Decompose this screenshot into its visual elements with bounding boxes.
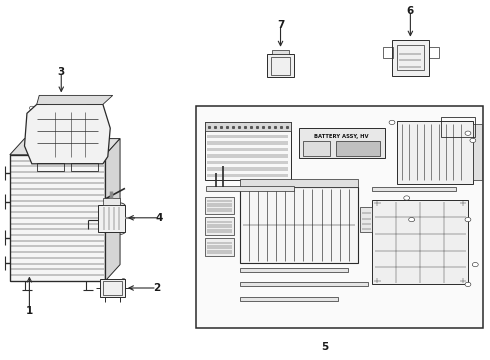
Polygon shape	[24, 104, 110, 164]
Polygon shape	[37, 95, 113, 104]
Bar	[360, 207, 372, 232]
Bar	[272, 50, 289, 54]
Text: BATTERY ASSY, HV: BATTERY ASSY, HV	[315, 134, 369, 139]
Bar	[303, 141, 330, 156]
Bar	[372, 187, 456, 191]
Bar	[207, 135, 288, 138]
Text: 3: 3	[58, 67, 65, 77]
Bar	[299, 128, 385, 158]
Bar	[397, 45, 424, 70]
Text: 7: 7	[277, 20, 284, 30]
Bar	[271, 57, 290, 75]
Bar	[240, 268, 348, 272]
Bar	[205, 238, 234, 256]
Bar	[240, 187, 358, 263]
Circle shape	[460, 278, 466, 283]
Bar	[372, 200, 468, 284]
Circle shape	[460, 201, 466, 206]
Bar	[103, 281, 122, 295]
Circle shape	[295, 181, 302, 186]
Circle shape	[96, 158, 100, 162]
Circle shape	[304, 181, 311, 186]
Bar	[336, 141, 380, 156]
Bar	[441, 117, 475, 137]
Circle shape	[465, 282, 471, 287]
Circle shape	[74, 166, 78, 169]
Circle shape	[389, 120, 395, 125]
Bar	[267, 54, 294, 77]
Bar	[207, 167, 288, 171]
Text: 4: 4	[155, 213, 163, 223]
Bar	[205, 122, 291, 131]
Circle shape	[465, 217, 471, 222]
Circle shape	[341, 181, 347, 186]
Bar	[383, 47, 393, 58]
Bar	[473, 124, 482, 180]
Circle shape	[314, 181, 320, 186]
Bar	[207, 141, 288, 145]
Circle shape	[470, 138, 476, 143]
Circle shape	[374, 278, 381, 283]
Circle shape	[322, 181, 329, 186]
Circle shape	[409, 217, 415, 222]
Bar	[240, 282, 368, 286]
Bar	[207, 161, 288, 164]
Bar	[100, 279, 125, 297]
Circle shape	[122, 279, 125, 282]
Bar	[397, 121, 473, 184]
Circle shape	[306, 145, 316, 152]
Text: 6: 6	[407, 6, 414, 16]
Circle shape	[472, 262, 478, 267]
Polygon shape	[10, 155, 105, 281]
Bar	[205, 122, 291, 180]
Bar	[205, 197, 234, 214]
Circle shape	[40, 166, 44, 169]
Polygon shape	[105, 139, 120, 281]
Bar	[240, 297, 338, 301]
Bar	[207, 154, 288, 158]
Ellipse shape	[98, 202, 125, 208]
Circle shape	[241, 181, 248, 186]
Bar	[71, 163, 98, 171]
Bar	[207, 148, 288, 151]
Circle shape	[29, 158, 34, 162]
Polygon shape	[10, 139, 120, 155]
Circle shape	[277, 181, 284, 186]
Text: 1: 1	[26, 306, 33, 316]
Circle shape	[332, 181, 339, 186]
Circle shape	[407, 40, 415, 46]
Circle shape	[100, 279, 104, 282]
Circle shape	[404, 196, 410, 200]
Ellipse shape	[98, 229, 125, 235]
Bar	[98, 205, 125, 232]
Circle shape	[84, 166, 88, 169]
Circle shape	[250, 181, 257, 186]
Bar	[196, 106, 483, 328]
Bar	[392, 40, 429, 76]
Circle shape	[49, 166, 53, 169]
Circle shape	[259, 181, 266, 186]
Circle shape	[269, 181, 275, 186]
Bar	[103, 198, 120, 205]
Circle shape	[465, 131, 471, 135]
Text: 2: 2	[153, 283, 160, 293]
Circle shape	[29, 106, 34, 110]
Bar	[240, 179, 358, 187]
Circle shape	[374, 201, 381, 206]
Bar	[205, 217, 234, 235]
Text: 5: 5	[321, 342, 329, 352]
Bar	[37, 163, 64, 171]
Bar	[206, 186, 294, 191]
Bar	[429, 47, 439, 58]
Circle shape	[96, 108, 100, 112]
Bar	[207, 174, 288, 177]
Bar	[47, 99, 86, 104]
Circle shape	[274, 63, 286, 71]
Circle shape	[287, 181, 294, 186]
